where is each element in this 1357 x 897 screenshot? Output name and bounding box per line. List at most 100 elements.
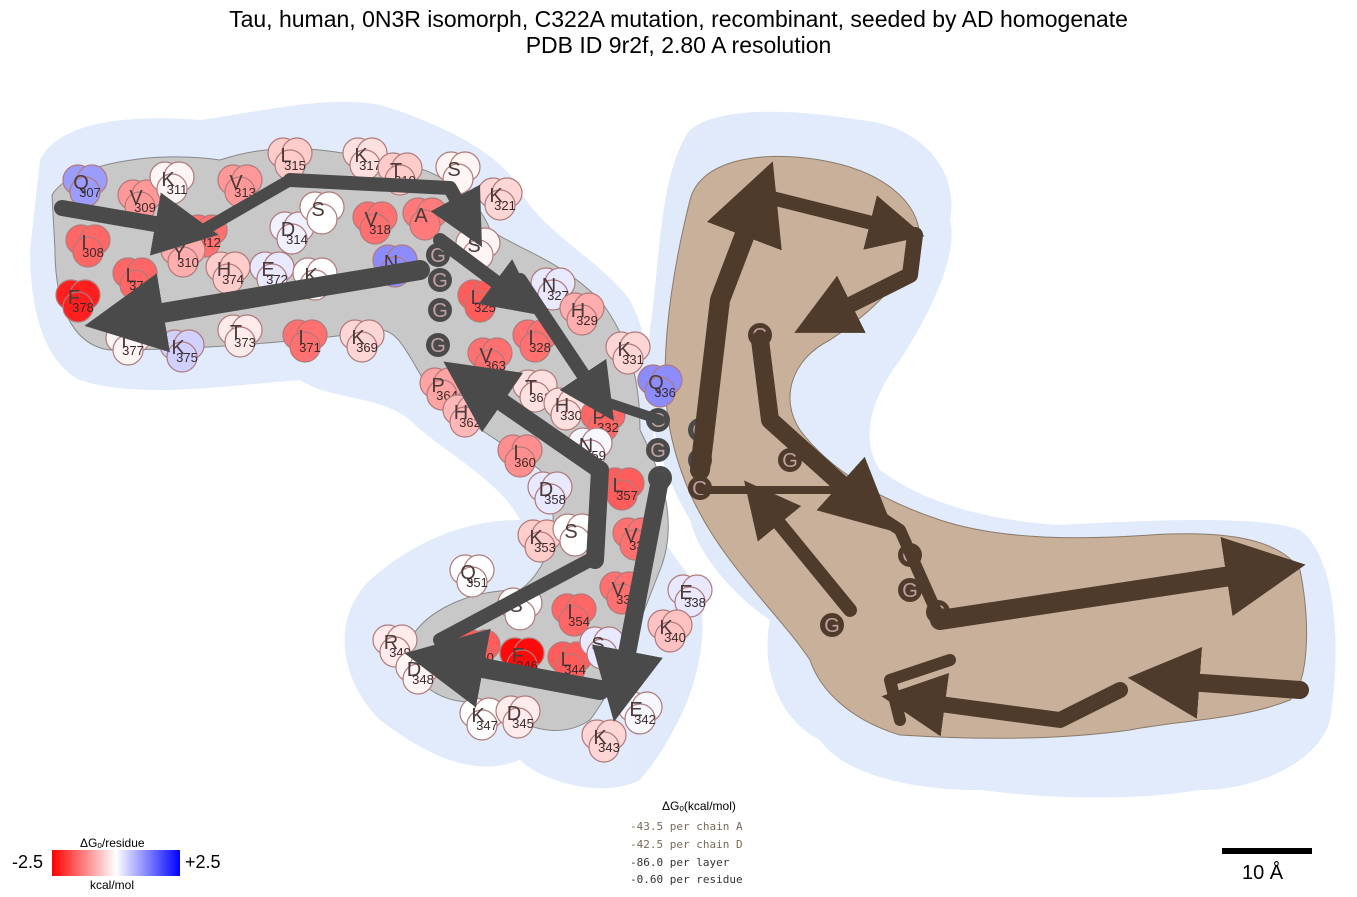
glycine-marker (820, 613, 844, 637)
residue-number: 345 (512, 716, 534, 731)
residue-number: 378 (72, 300, 94, 315)
residue-letter: Q (73, 172, 89, 194)
colorbar-gradient (52, 850, 180, 876)
residue-blob (306, 203, 338, 235)
residue-letter: R (384, 632, 398, 654)
residue-number: 377 (122, 343, 144, 358)
colorbar-unit: kcal/mol (90, 878, 135, 892)
residue-number: 351 (466, 575, 488, 590)
residue-letter: L (470, 287, 481, 309)
residue-blob (534, 483, 566, 515)
residue-number: 325 (474, 300, 496, 315)
residue-letter: K (171, 337, 185, 359)
residue-blob (166, 341, 198, 373)
residue-number: 342 (634, 712, 656, 727)
residue-number: 374 (222, 272, 244, 287)
colorbar-title: ΔGₒ/residue (80, 836, 145, 850)
residue-letter: V (624, 525, 638, 547)
residue-blob (524, 531, 556, 563)
residue-number: 357 (616, 488, 638, 503)
residue-letter: H (217, 259, 231, 281)
residue-number: 321 (494, 198, 516, 213)
residue-letter: T (390, 160, 402, 182)
residue-letter: Q (648, 372, 664, 394)
residue-blob (466, 709, 498, 741)
energy-line-chain-d: -42.5 per chain D (630, 838, 743, 851)
glycine-marker (428, 268, 452, 292)
glycine-label: G (782, 450, 798, 472)
glycine-marker (898, 578, 922, 602)
energy-line-per-layer: -86.0 per layer (630, 856, 730, 869)
residue-letter: V (364, 209, 378, 231)
residue-number: 318 (369, 222, 391, 237)
energy-line-chain-a: -43.5 per chain A (630, 820, 743, 833)
residue-letter: L (280, 145, 291, 167)
residue-letter: T (230, 322, 242, 344)
residue-number: 373 (234, 335, 256, 350)
residue-number: 363 (484, 358, 506, 373)
residue-s-gly: S (299, 191, 345, 235)
residue-letter: K (529, 527, 543, 549)
glycine-label: G (902, 580, 918, 602)
residue-letter: E (261, 259, 274, 281)
figure-title-line2: PDB ID 9r2f, 2.80 A resolution (525, 32, 832, 58)
residue-number: 358 (544, 492, 566, 507)
scale-bar-label: 10 Å (1242, 862, 1284, 884)
residue-number: 336 (654, 385, 676, 400)
residue-letter: P (431, 375, 444, 397)
residue-number: 330 (560, 408, 582, 423)
residue-letter: K (351, 327, 365, 349)
residue-letter: D (539, 479, 553, 501)
residue-letter: I (298, 327, 304, 349)
residue-letter: S (311, 199, 324, 221)
residue-blob (276, 223, 308, 255)
residue-letter: T (525, 377, 537, 399)
residue-number: 310 (177, 255, 199, 270)
residue-number: 311 (167, 182, 188, 197)
residue-number: 344 (564, 662, 586, 677)
residue-letter: K (617, 339, 631, 361)
residue-number: 309 (134, 200, 156, 215)
residue-letter: I (513, 442, 519, 464)
residue-blob (346, 331, 378, 363)
residue-letter: V (479, 345, 493, 367)
residue-blob (504, 446, 536, 478)
residue-number: 371 (299, 340, 321, 355)
colorbar-min-label: -2.5 (12, 852, 44, 872)
residue-number: 338 (684, 595, 706, 610)
residue-letter: D (281, 219, 295, 241)
glycine-label: G (430, 335, 446, 357)
residue-blob (289, 331, 321, 363)
residue-number: 328 (529, 340, 551, 355)
residue-number: 353 (534, 540, 556, 555)
glycine-label: G (432, 270, 448, 292)
residue-number: 376 (129, 278, 151, 293)
glycine-label: G (824, 615, 840, 637)
residue-letter: F (68, 287, 80, 309)
residue-number: 308 (82, 245, 104, 260)
residue-blob (566, 304, 598, 336)
residue-letter: F (512, 645, 524, 667)
glycine-marker (426, 333, 450, 357)
residue-number: 354 (568, 614, 590, 629)
residue-number: 340 (664, 630, 686, 645)
residue-number: 360 (514, 455, 536, 470)
residue-number: 369 (356, 340, 378, 355)
